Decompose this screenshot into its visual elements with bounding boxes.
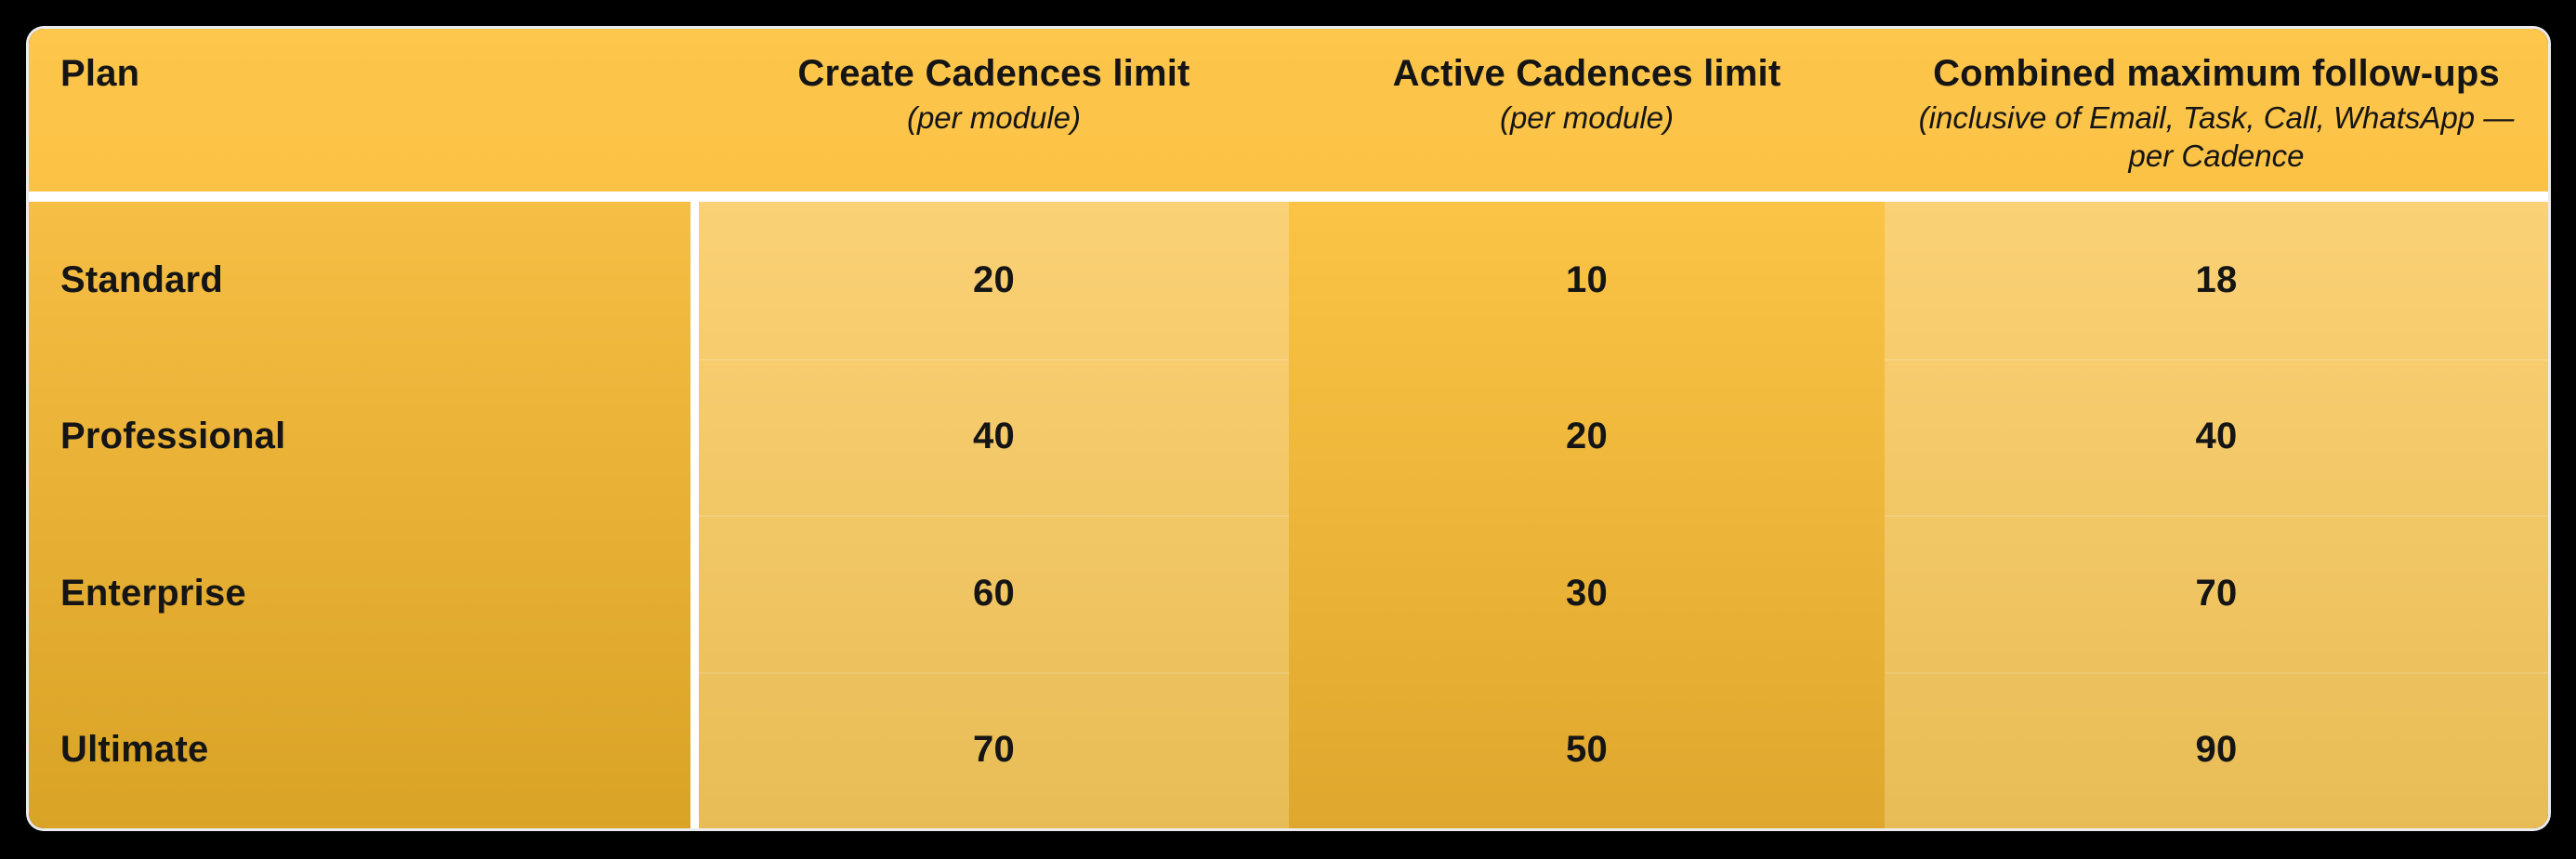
active-limit-professional: 20 — [1566, 416, 1608, 457]
create-limit-enterprise: 60 — [699, 515, 1289, 672]
header-subtitle-combined-followups: (inclusive of Email, Task, Call, WhatsAp… — [1918, 100, 2515, 174]
active-limit-standard: 10 — [1566, 258, 1608, 300]
active-limit-column: 10 20 30 50 — [1289, 202, 1885, 828]
column-header-combined-followups: Combined maximum follow-ups (inclusive o… — [1885, 29, 2548, 192]
header-title-create-cadences: Create Cadences limit — [797, 53, 1190, 94]
active-limit-enterprise: 30 — [1566, 572, 1608, 614]
plan-cell-standard: Standard — [60, 258, 223, 300]
column-header-plan: Plan — [29, 29, 699, 192]
table-header-row: Plan Create Cadences limit (per module) … — [29, 29, 2548, 192]
create-limit-standard: 20 — [973, 258, 1015, 300]
combined-followups-enterprise: 70 — [1885, 515, 2548, 672]
header-separator — [29, 192, 2548, 202]
combined-followups-professional: 40 — [1885, 359, 2548, 516]
header-subtitle-create-cadences: (per module) — [906, 100, 1082, 135]
column-separator — [690, 202, 699, 828]
combined-followups-column: 18 40 70 90 — [1885, 202, 2548, 828]
create-limit-ultimate: 70 — [699, 672, 1289, 829]
table-body: Standard Professional Enterprise Ultimat… — [29, 202, 2548, 828]
header-title-active-cadences: Active Cadences limit — [1392, 53, 1781, 94]
combined-followups-standard: 18 — [2195, 258, 2238, 300]
plan-cell-ultimate: Ultimate — [60, 729, 209, 771]
plan-cell-enterprise: Enterprise — [60, 572, 246, 614]
column-header-create-cadences: Create Cadences limit (per module) — [699, 29, 1289, 192]
create-limit-professional: 40 — [699, 359, 1289, 516]
create-limit-column: 20 40 60 70 — [699, 202, 1289, 828]
header-subtitle-active-cadences: (per module) — [1499, 100, 1675, 135]
combined-followups-ultimate: 90 — [1885, 672, 2548, 829]
plans-limits-table: Plan Create Cadences limit (per module) … — [29, 29, 2548, 828]
plan-cell-professional: Professional — [60, 416, 286, 457]
column-header-active-cadences: Active Cadences limit (per module) — [1289, 29, 1885, 192]
plan-column: Standard Professional Enterprise Ultimat… — [29, 202, 690, 828]
active-limit-ultimate: 50 — [1566, 729, 1608, 771]
header-title-combined-followups: Combined maximum follow-ups — [1933, 53, 2500, 94]
header-title-plan: Plan — [60, 53, 140, 94]
